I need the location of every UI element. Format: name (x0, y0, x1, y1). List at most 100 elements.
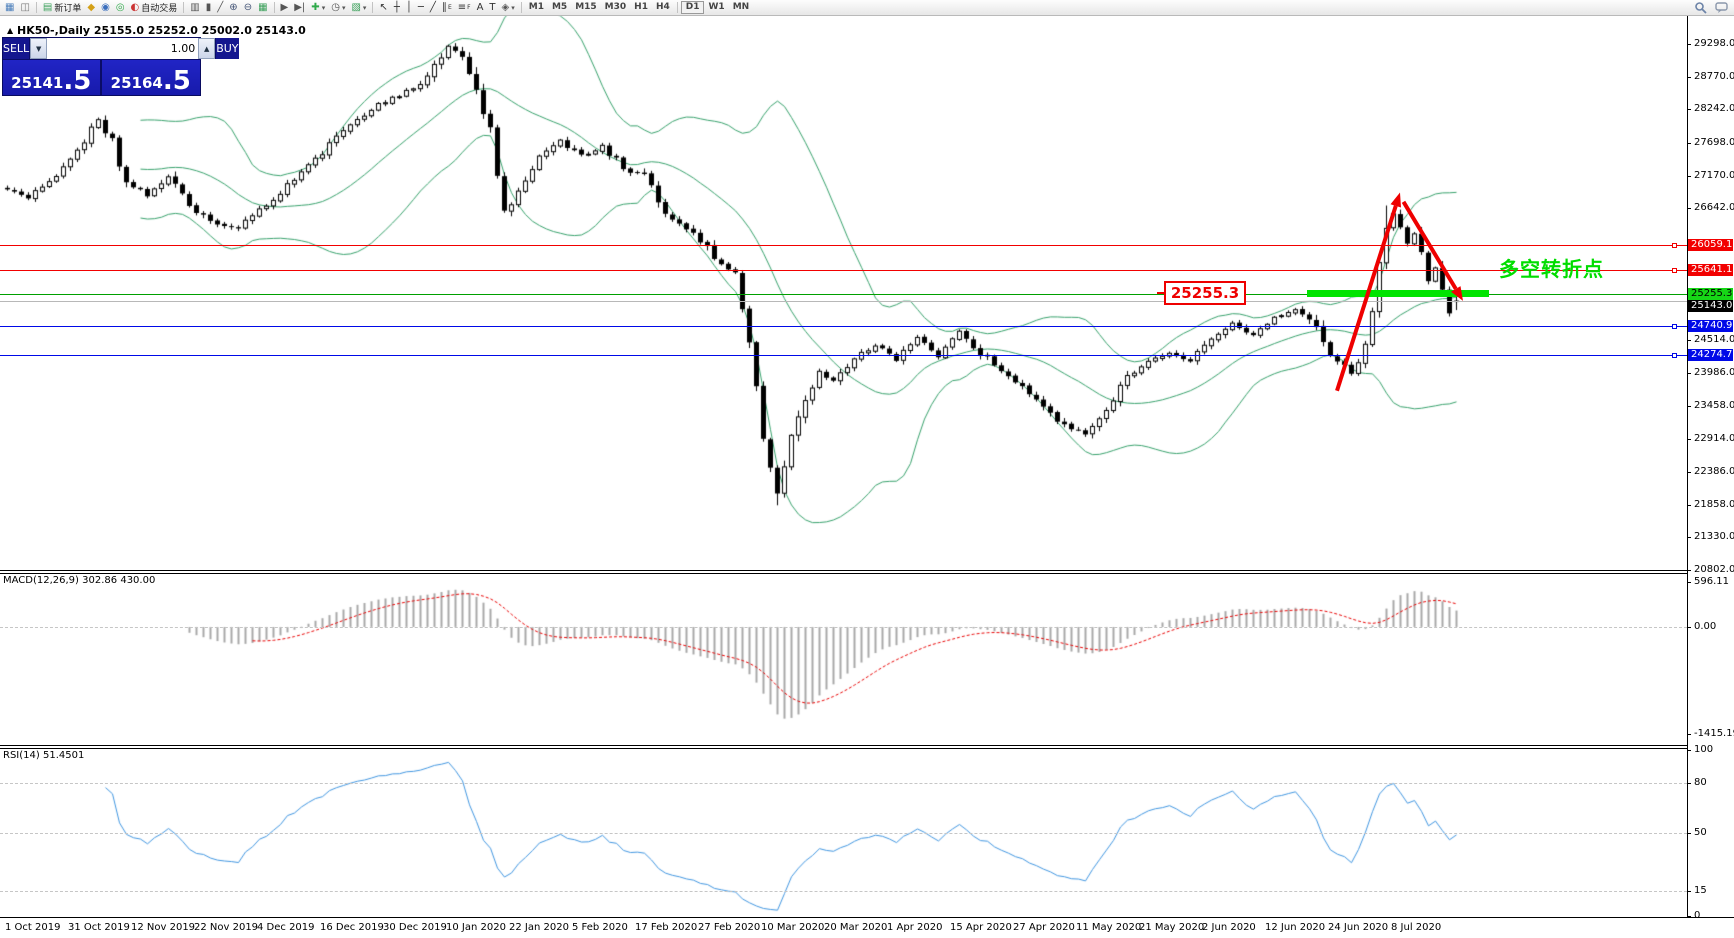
price-tag-26059.1: 26059.1 (1688, 238, 1733, 251)
label-icon[interactable]: T (489, 1, 496, 13)
toolbar-separator (372, 2, 374, 13)
price-tag-25641.1: 25641.1 (1688, 264, 1733, 277)
timeframe-m5-button[interactable]: M5 (551, 2, 568, 12)
chat-icon[interactable] (1715, 1, 1728, 14)
support-line-24740-handle[interactable] (1672, 324, 1677, 329)
macd-zero-line (0, 627, 1687, 628)
date-label-10: 17 Feb 2020 (635, 922, 698, 933)
chart-profiles-icon[interactable]: ◫ (20, 1, 30, 13)
macd-label: MACD(12,26,9) 302.86 430.00 (3, 575, 156, 586)
date-label-2: 12 Nov 2019 (131, 922, 196, 933)
new-order-button[interactable]: ▤ 新订单 (42, 1, 82, 15)
timeframe-w1-button[interactable]: W1 (708, 2, 725, 12)
price-tag-24740.9: 24740.9 (1688, 320, 1733, 333)
price-tick-label: 26642.0 (1694, 202, 1734, 214)
toolbar-separator (183, 2, 185, 13)
resistance-line-25641-handle[interactable] (1672, 268, 1677, 273)
channel-icon[interactable]: ∥ E (441, 1, 452, 13)
price-22386-tick (1687, 472, 1691, 474)
cursor-icon[interactable]: ↖ (379, 1, 388, 13)
volume-input[interactable] (47, 38, 199, 59)
toolbar-separator (676, 2, 678, 13)
timeframe-m15-button[interactable]: M15 (575, 2, 597, 12)
panel-divider (0, 573, 1734, 574)
zoom-out-icon[interactable]: ⊖ (243, 1, 253, 13)
signals-icon[interactable]: ◎ (115, 1, 125, 13)
resistance-line-25641[interactable] (0, 270, 1687, 271)
timeframe-mn-button[interactable]: MN (732, 2, 750, 12)
shift-chart-icon[interactable]: ▶| (294, 1, 306, 13)
support-line-25255[interactable] (0, 294, 1687, 295)
rsi-label: RSI(14) 51.4501 (3, 750, 85, 761)
panel-divider[interactable] (0, 570, 1734, 571)
timeframe-h1-button[interactable]: H1 (634, 2, 648, 12)
price-tick-label: 27698.0 (1694, 137, 1734, 149)
price-axis[interactable]: 29298.0 28770.0 28242.0 27698.0 27170.0 26642… (1687, 16, 1734, 921)
price-tick-label: 27170.0 (1694, 169, 1734, 181)
tile-windows-icon[interactable]: ▦ (258, 1, 268, 13)
support-highlight-bar[interactable] (1307, 290, 1489, 297)
zoom-in-icon[interactable]: ⊕ (229, 1, 238, 13)
timeframe-m1-button[interactable]: M1 (528, 2, 544, 12)
vline-icon[interactable]: │ (405, 1, 412, 13)
price-27698-tick (1687, 143, 1691, 145)
price-26642-tick (1687, 208, 1691, 210)
resistance-line-26059[interactable] (0, 245, 1687, 246)
sell-button[interactable]: SELL (3, 38, 31, 59)
autotrade-button[interactable]: ◐ 自动交易 (130, 1, 178, 15)
timeframe-m30-button[interactable]: M30 (604, 2, 627, 12)
shapes-button[interactable]: ◈ ▾ (501, 1, 515, 13)
resistance-line-26059-handle[interactable] (1672, 243, 1677, 248)
support-line-24740[interactable] (0, 326, 1687, 327)
sell-price[interactable]: 25141.5 (3, 60, 102, 95)
template-button[interactable]: ▧ ▾ (351, 1, 367, 13)
bars-chart-icon[interactable]: ▥ (190, 1, 200, 13)
timeframe-h4-button[interactable]: H4 (655, 2, 670, 12)
crosshair-icon[interactable]: ┼ (393, 1, 400, 13)
bid-price-line[interactable] (0, 301, 1687, 302)
auto-scroll-icon[interactable]: ▶ (280, 1, 289, 13)
text-icon[interactable]: A (476, 1, 484, 13)
turning-point-annotation[interactable]: 多空转折点 (1499, 257, 1604, 281)
rsi-axis-label: 80 (1694, 777, 1707, 789)
price-tick-label: 20802.0 (1694, 564, 1734, 576)
date-label-12: 10 Mar 2020 (761, 922, 825, 933)
volume-increase-button[interactable]: ▲ (198, 38, 216, 59)
candles-chart-icon[interactable]: ▮ (205, 1, 212, 13)
time-axis[interactable]: 1 Oct 2019 31 Oct 2019 12 Nov 2019 22 Nov 2… (0, 918, 1734, 938)
symbol-marker-icon: ▲ (7, 26, 14, 35)
support-price-callout[interactable]: 25255.3 (1157, 281, 1246, 305)
date-label-8: 22 Jan 2020 (509, 922, 569, 933)
hline-icon[interactable]: ─ (417, 1, 424, 13)
search-icon[interactable] (1694, 1, 1707, 14)
buy-price[interactable]: 25164.5 (102, 60, 201, 95)
date-label-7: 10 Jan 2020 (446, 922, 506, 933)
buy-button[interactable]: BUY (215, 38, 239, 59)
support-line-24274-handle[interactable] (1672, 353, 1677, 358)
metaeditor-icon[interactable]: ◆ (87, 1, 96, 13)
price-21858-tick (1687, 504, 1691, 506)
timeframe-d1-button[interactable]: D1 (680, 1, 705, 14)
price-tick-label: 23986.0 (1694, 366, 1734, 378)
trendline-icon[interactable]: ╱ (429, 1, 436, 13)
date-label-20: 12 Jun 2020 (1265, 922, 1326, 933)
volume-decrease-button[interactable]: ▼ (30, 38, 48, 59)
support-line-24274[interactable] (0, 355, 1687, 356)
date-label-5: 16 Dec 2019 (320, 922, 384, 933)
date-label-15: 15 Apr 2020 (950, 922, 1012, 933)
fibo-icon[interactable]: ≡ F (457, 1, 471, 13)
panel-divider[interactable] (0, 745, 1734, 746)
price-23458-tick (1687, 405, 1691, 407)
period-button[interactable]: ◷ ▾ (331, 1, 346, 13)
buy-price-main: 25164 (110, 74, 163, 92)
price-28770-tick (1687, 76, 1691, 78)
chart-window-icon[interactable]: ▦ (5, 1, 15, 13)
community-icon[interactable]: ◉ (101, 1, 110, 13)
top-toolbar: ▦ ◫ ▤ 新订单 ◆ ◉ ◎ ◐ 自动交易 ▥ ▮ ╱ ⊕ ⊖ ▦ ▶ ▶| ✚ ▾ ◷ ▾ ▧ ▾ ↖ ┼ │ ─ ╱ ∥ E ≡ F A T… (0, 0, 1734, 16)
indicators-button[interactable]: ✚ ▾ (311, 1, 326, 13)
price-tick-label: 22914.0 (1694, 433, 1734, 445)
rsi-level-80 (0, 783, 1687, 784)
line-chart-icon[interactable]: ╱ (217, 1, 224, 13)
